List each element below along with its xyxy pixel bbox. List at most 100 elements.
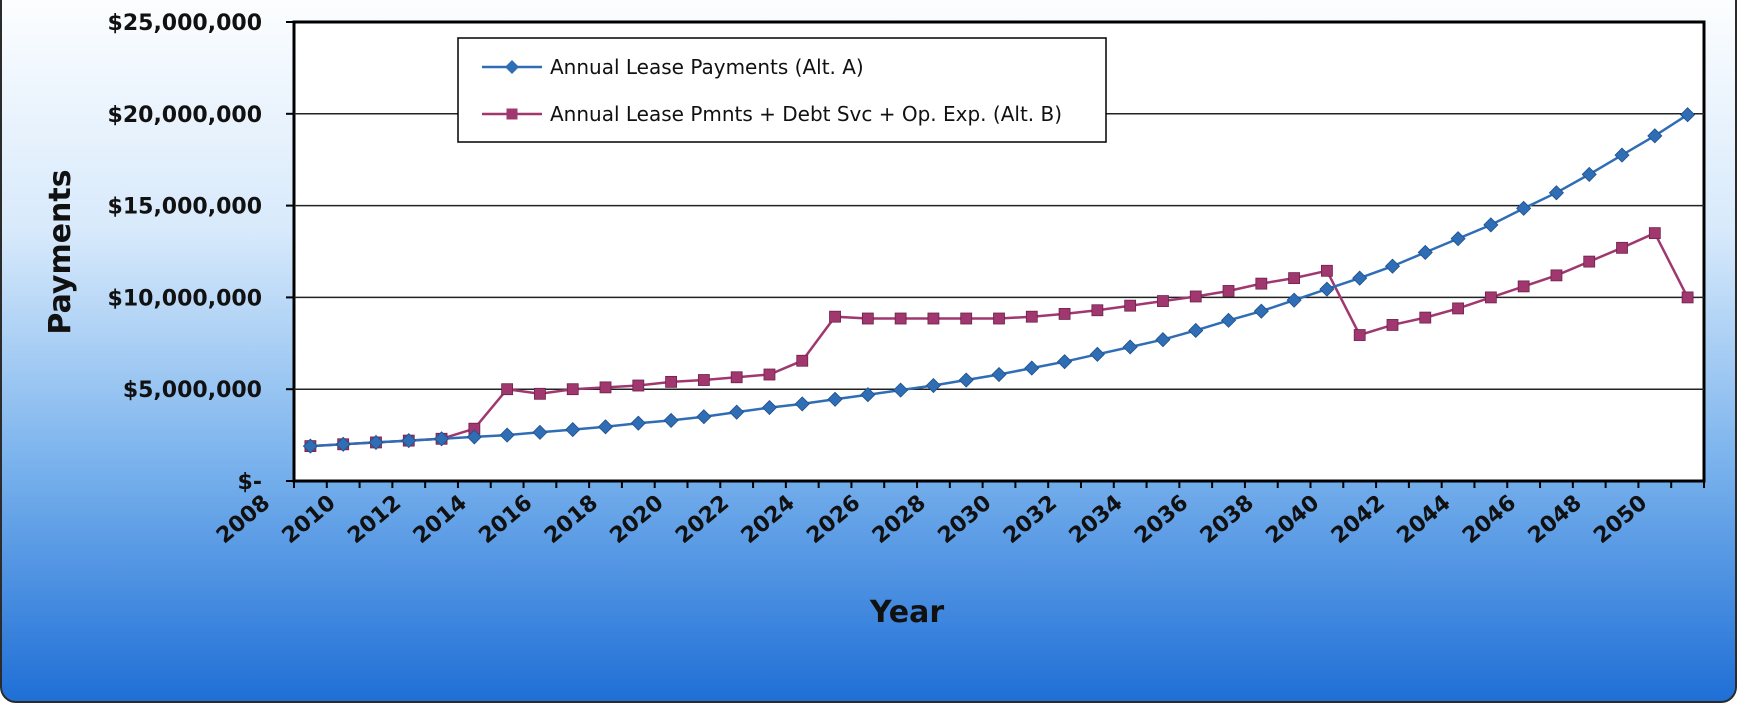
data-point-alt-b bbox=[1353, 329, 1366, 341]
x-tick-label: 2022 bbox=[671, 490, 734, 549]
data-point-alt-a bbox=[1581, 166, 1597, 182]
x-tick-label: 2042 bbox=[1327, 490, 1390, 549]
x-tick-label: 2030 bbox=[933, 490, 996, 549]
y-tick-label: $10,000,000 bbox=[108, 286, 262, 311]
data-point-alt-a bbox=[1352, 270, 1368, 286]
data-point-alt-b bbox=[534, 387, 546, 400]
data-point-alt-a bbox=[565, 422, 581, 438]
data-point-alt-a bbox=[729, 404, 745, 420]
data-point-alt-a bbox=[597, 419, 614, 435]
data-point-alt-a bbox=[1089, 346, 1105, 362]
x-tick-label: 2040 bbox=[1261, 490, 1324, 549]
data-point-alt-a bbox=[1122, 339, 1138, 355]
data-point-alt-b bbox=[665, 375, 677, 388]
data-point-alt-a bbox=[1253, 303, 1269, 319]
data-point-alt-b bbox=[1517, 280, 1530, 293]
data-point-alt-a bbox=[499, 427, 515, 443]
data-point-alt-a bbox=[1450, 231, 1466, 247]
data-point-alt-a bbox=[1516, 200, 1532, 216]
data-point-alt-b bbox=[599, 381, 612, 394]
data-point-alt-b bbox=[1222, 285, 1235, 297]
x-tick-label: 2032 bbox=[999, 490, 1062, 549]
data-point-alt-b bbox=[1616, 241, 1628, 254]
data-point-alt-b bbox=[1681, 291, 1694, 304]
y-axis-ticks: $- $5,000,000 $10,000,000 $15,000,000 $20,00… bbox=[108, 11, 262, 495]
x-tick-label: 2014 bbox=[409, 490, 472, 549]
data-point-alt-a bbox=[1417, 244, 1433, 260]
legend-label: Annual Lease Payments (Alt. A) bbox=[550, 55, 864, 79]
data-point-alt-a bbox=[302, 438, 318, 454]
data-point-alt-b bbox=[697, 374, 710, 386]
data-point-alt-a bbox=[925, 377, 941, 394]
data-point-alt-b bbox=[927, 312, 940, 325]
data-point-alt-a bbox=[1220, 312, 1237, 328]
data-point-alt-b bbox=[960, 312, 973, 325]
data-point-alt-a bbox=[630, 415, 646, 431]
data-point-alt-b bbox=[1255, 277, 1268, 290]
data-point-alt-a bbox=[1024, 360, 1040, 376]
data-point-alt-b bbox=[1288, 272, 1301, 285]
data-point-alt-b bbox=[1550, 269, 1563, 282]
data-point-alt-b bbox=[829, 310, 841, 323]
x-tick-label: 2026 bbox=[802, 490, 865, 549]
x-tick-label: 2050 bbox=[1589, 490, 1652, 549]
data-point-alt-a bbox=[532, 424, 548, 440]
data-point-alt-b bbox=[993, 312, 1005, 325]
legend: Annual Lease Payments (Alt. A) Annual Lea… bbox=[457, 37, 1107, 143]
data-point-alt-a bbox=[368, 434, 384, 451]
data-point-alt-a bbox=[1647, 128, 1663, 144]
y-tick-label: $20,000,000 bbox=[108, 103, 262, 128]
x-tick-label: 2018 bbox=[540, 490, 603, 549]
data-point-alt-a bbox=[335, 436, 351, 452]
data-point-alt-a bbox=[1286, 292, 1302, 308]
data-point-alt-a bbox=[1680, 107, 1696, 123]
data-point-alt-b bbox=[1025, 310, 1038, 323]
data-point-alt-a bbox=[696, 409, 712, 425]
x-tick-label: 2010 bbox=[278, 490, 341, 549]
x-tick-label: 2008 bbox=[212, 490, 275, 549]
y-axis-title: Payments bbox=[43, 169, 78, 334]
data-point-alt-a bbox=[893, 382, 909, 398]
data-point-alt-b bbox=[1648, 227, 1661, 240]
x-axis-title: Year bbox=[869, 595, 945, 630]
x-tick-label: 2020 bbox=[606, 490, 669, 549]
data-point-alt-b bbox=[1386, 319, 1399, 331]
data-point-alt-a bbox=[1319, 281, 1335, 297]
data-point-alt-b bbox=[894, 312, 907, 325]
x-tick-label: 2024 bbox=[737, 490, 800, 549]
data-point-alt-b bbox=[1583, 255, 1596, 268]
data-point-alt-b bbox=[1157, 295, 1169, 307]
data-point-alt-b bbox=[1091, 304, 1104, 317]
legend-marker bbox=[505, 60, 519, 74]
data-point-alt-b bbox=[1419, 311, 1432, 324]
data-point-alt-a bbox=[1483, 217, 1499, 233]
data-point-alt-b bbox=[1452, 302, 1464, 315]
x-tick-label: 2036 bbox=[1130, 490, 1193, 549]
data-point-alt-b bbox=[632, 379, 645, 392]
data-point-alt-a bbox=[1188, 322, 1204, 339]
data-point-alt-a bbox=[794, 396, 810, 412]
x-tick-label: 2038 bbox=[1196, 490, 1259, 549]
data-point-alt-a bbox=[991, 366, 1007, 383]
data-point-alt-b bbox=[566, 383, 579, 396]
data-point-alt-b bbox=[1321, 264, 1333, 277]
data-point-alt-a bbox=[1384, 258, 1401, 274]
data-point-alt-b bbox=[1124, 299, 1137, 312]
data-point-alt-a bbox=[1548, 185, 1565, 201]
data-point-alt-a bbox=[466, 429, 482, 445]
data-point-alt-b bbox=[861, 312, 874, 325]
data-point-alt-b bbox=[730, 371, 743, 384]
data-point-alt-b bbox=[763, 368, 776, 381]
data-point-alt-a bbox=[1614, 147, 1630, 163]
data-point-alt-a bbox=[761, 399, 778, 416]
x-tick-label: 2044 bbox=[1393, 490, 1456, 549]
data-point-alt-b bbox=[1189, 290, 1202, 303]
x-tick-label: 2028 bbox=[868, 490, 931, 549]
data-point-alt-b bbox=[501, 383, 514, 396]
data-point-alt-b bbox=[1484, 291, 1497, 304]
data-point-alt-b bbox=[1058, 308, 1071, 320]
y-tick-label: $- bbox=[238, 470, 262, 495]
x-tick-label: 2046 bbox=[1458, 490, 1521, 549]
